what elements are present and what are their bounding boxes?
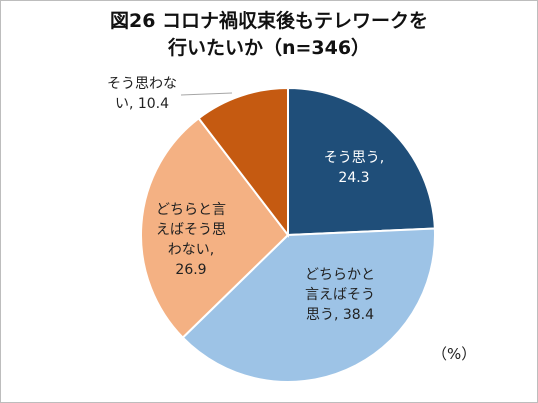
slice-label-line: どちらと言 bbox=[156, 202, 226, 218]
slice-label-line: そう思わな bbox=[107, 76, 177, 92]
slice-label-dochira-sou-omowanai: どちらと言えばそう思わない, 26.9 bbox=[156, 202, 226, 278]
pie-slice-dochira-sou-omowanai bbox=[140, 116, 290, 340]
leader-line-sou-omowanai bbox=[180, 92, 233, 96]
slice-label-line: そう思う, bbox=[324, 150, 384, 166]
chart-title-line-1: 図26 コロナ禍収束後もテレワークを bbox=[109, 10, 429, 32]
unit-label: （%） bbox=[432, 345, 477, 363]
slice-label-line: 言えばそう bbox=[305, 287, 375, 303]
slice-label-line: 24.3 bbox=[338, 170, 369, 186]
slice-label-sou-omowanai: そう思わない, 10.4 bbox=[107, 76, 177, 112]
pie-slice-dochiraka-sou-omou bbox=[181, 227, 436, 383]
slice-label-line: い, 10.4 bbox=[115, 96, 169, 112]
pie-slice-sou-omowanai bbox=[197, 86, 289, 238]
slice-label-dochiraka-sou-omou: どちらかと言えばそう思う, 38.4 bbox=[305, 267, 375, 323]
chart-title-line-2: 行いたいか（n=346） bbox=[167, 37, 371, 59]
slice-label-sou-omou: そう思う, 24.3 bbox=[324, 150, 384, 186]
pie-slice-sou-omou bbox=[287, 86, 436, 237]
slice-label-line: わない, bbox=[168, 242, 214, 258]
chart-title: 図26 コロナ禍収束後もテレワークを 行いたいか（n=346） bbox=[0, 8, 538, 62]
slice-label-line: 思う, 38.4 bbox=[306, 307, 374, 323]
slice-label-line: 26.9 bbox=[175, 262, 206, 278]
slice-label-line: どちらかと bbox=[305, 267, 375, 283]
slice-label-line: えばそう思 bbox=[156, 222, 226, 238]
